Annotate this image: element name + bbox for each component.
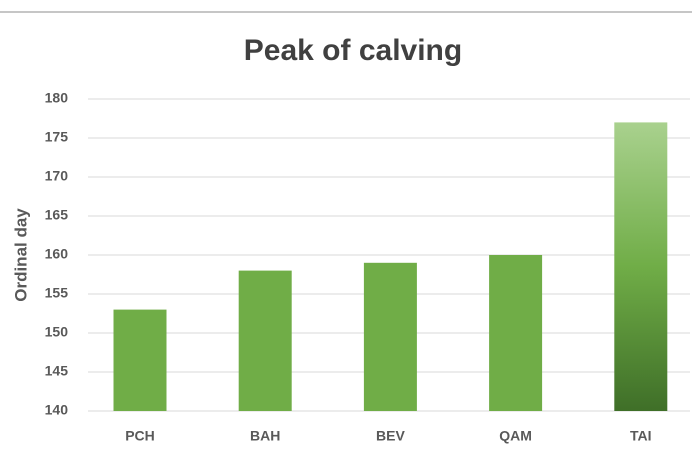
x-tick-label: BEV xyxy=(376,428,405,444)
y-tick-label: 160 xyxy=(45,246,69,262)
y-tick-label: 140 xyxy=(45,402,69,418)
bar xyxy=(363,262,417,411)
x-tick-label: PCH xyxy=(125,428,155,444)
x-tick-label: QAM xyxy=(499,428,532,444)
y-axis-label: Ordinal day xyxy=(11,208,30,302)
y-tick-label: 145 xyxy=(45,363,69,379)
y-tick-label: 180 xyxy=(45,90,69,106)
x-tick-label: BAH xyxy=(250,428,280,444)
y-tick-label: 165 xyxy=(45,207,69,223)
x-tick-label: TAI xyxy=(630,428,652,444)
bar xyxy=(238,270,292,411)
y-tick-label: 155 xyxy=(45,285,69,301)
y-tick-label: 150 xyxy=(45,324,69,340)
bar xyxy=(614,122,668,412)
chart-title: Peak of calving xyxy=(244,34,462,67)
y-tick-label: 170 xyxy=(45,168,69,184)
y-tick-label: 175 xyxy=(45,129,69,145)
bar xyxy=(113,309,167,411)
bar xyxy=(489,255,543,411)
